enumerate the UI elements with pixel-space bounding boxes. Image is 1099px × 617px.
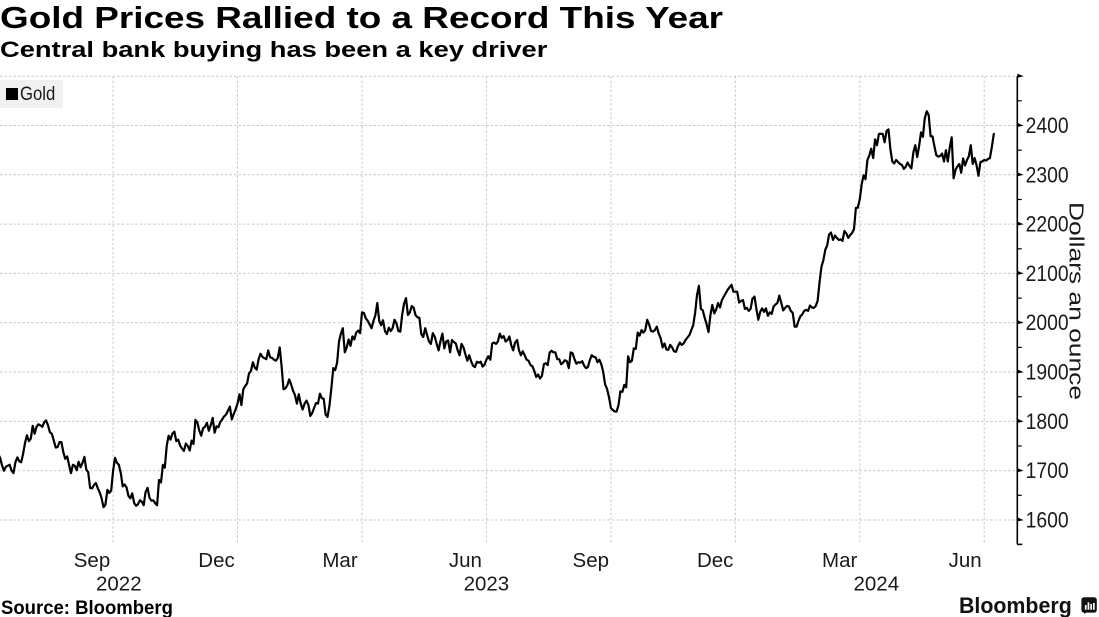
svg-text:Mar: Mar xyxy=(822,549,857,572)
svg-text:2200: 2200 xyxy=(1026,212,1069,237)
svg-text:2000: 2000 xyxy=(1026,310,1069,335)
svg-text:2022: 2022 xyxy=(96,573,142,596)
svg-text:Dec: Dec xyxy=(198,549,234,572)
svg-text:1800: 1800 xyxy=(1026,409,1069,434)
svg-text:2100: 2100 xyxy=(1026,261,1069,286)
svg-text:2024: 2024 xyxy=(853,573,899,596)
svg-text:Dollars an ounce: Dollars an ounce xyxy=(1065,202,1088,400)
svg-text:Jun: Jun xyxy=(949,549,982,572)
svg-text:Mar: Mar xyxy=(322,549,357,572)
svg-text:Jun: Jun xyxy=(449,549,482,572)
svg-text:1900: 1900 xyxy=(1026,360,1069,385)
svg-text:2300: 2300 xyxy=(1026,162,1069,187)
svg-text:1600: 1600 xyxy=(1026,508,1069,533)
svg-text:2023: 2023 xyxy=(464,573,510,596)
svg-text:Dec: Dec xyxy=(697,549,733,572)
svg-text:2400: 2400 xyxy=(1026,113,1069,138)
svg-text:Sep: Sep xyxy=(573,549,609,572)
svg-text:Sep: Sep xyxy=(74,549,110,572)
svg-text:1700: 1700 xyxy=(1026,458,1069,483)
